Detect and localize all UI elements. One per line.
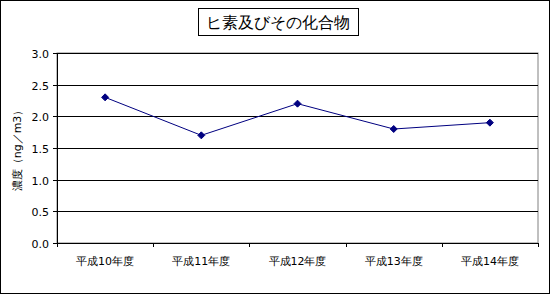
x-tick-label: 平成11年度 — [172, 255, 230, 268]
y-tick-label: 2.5 — [32, 80, 50, 93]
grid-line — [57, 85, 538, 86]
data-point — [390, 126, 397, 133]
y-tick-label: 0.0 — [32, 238, 50, 251]
x-tick — [346, 243, 347, 247]
x-tick — [249, 243, 250, 247]
title-group: ヒ素及びその化合物 — [199, 9, 359, 36]
grid-line — [57, 53, 538, 54]
x-tick — [153, 243, 154, 247]
y-tick — [53, 116, 57, 117]
y-tick — [53, 53, 57, 54]
data-point — [294, 100, 301, 107]
title: ヒ素及びその化合物 — [206, 13, 350, 32]
y-tick — [53, 180, 57, 181]
x-tick-label: 平成13年度 — [365, 255, 423, 268]
data-point — [486, 119, 493, 126]
y-axis-label: 濃度（ng／m3） — [11, 105, 24, 192]
chart-svg: ヒ素及びその化合物 0.0 0.5 1.0 1.5 2.0 2.5 3.0 平成10年度 平成11… — [0, 0, 550, 294]
x-tick — [57, 243, 58, 247]
y-tick-label: 3.0 — [32, 48, 50, 61]
x-tick-label: 平成10年度 — [76, 255, 134, 268]
grid-line — [57, 116, 538, 117]
y-axis-line — [57, 53, 58, 243]
grid-line — [57, 180, 538, 181]
y-tick — [53, 243, 57, 244]
x-axis-line — [57, 243, 538, 244]
x-tick — [442, 243, 443, 247]
chart-container: ヒ素及びその化合物 0.0 0.5 1.0 1.5 2.0 2.5 3.0 平成10年度 平成11… — [0, 0, 550, 294]
y-tick — [53, 85, 57, 86]
y-tick-label: 2.0 — [32, 111, 50, 124]
y-tick — [53, 211, 57, 212]
data-point — [102, 94, 109, 101]
y-tick-label: 0.5 — [32, 206, 50, 219]
y-tick-label: 1.5 — [32, 143, 50, 156]
series-line — [105, 97, 490, 135]
data-point — [198, 132, 205, 139]
x-tick — [538, 243, 539, 247]
chart-border — [1, 1, 550, 294]
grid-line — [57, 243, 538, 244]
x-tick-label: 平成14年度 — [461, 255, 519, 268]
x-axis: 平成10年度 平成11年度 平成12年度 平成13年度 平成14年度 — [57, 243, 539, 268]
y-tick-label: 1.0 — [32, 175, 50, 188]
y-tick — [53, 148, 57, 149]
plot-area — [57, 53, 538, 243]
y-axis: 0.0 0.5 1.0 1.5 2.0 2.5 3.0 — [32, 48, 539, 251]
grid-line — [57, 211, 538, 212]
series-group — [102, 94, 494, 139]
title-box — [199, 9, 359, 36]
grid-line — [57, 148, 538, 149]
x-tick-label: 平成12年度 — [269, 255, 327, 268]
